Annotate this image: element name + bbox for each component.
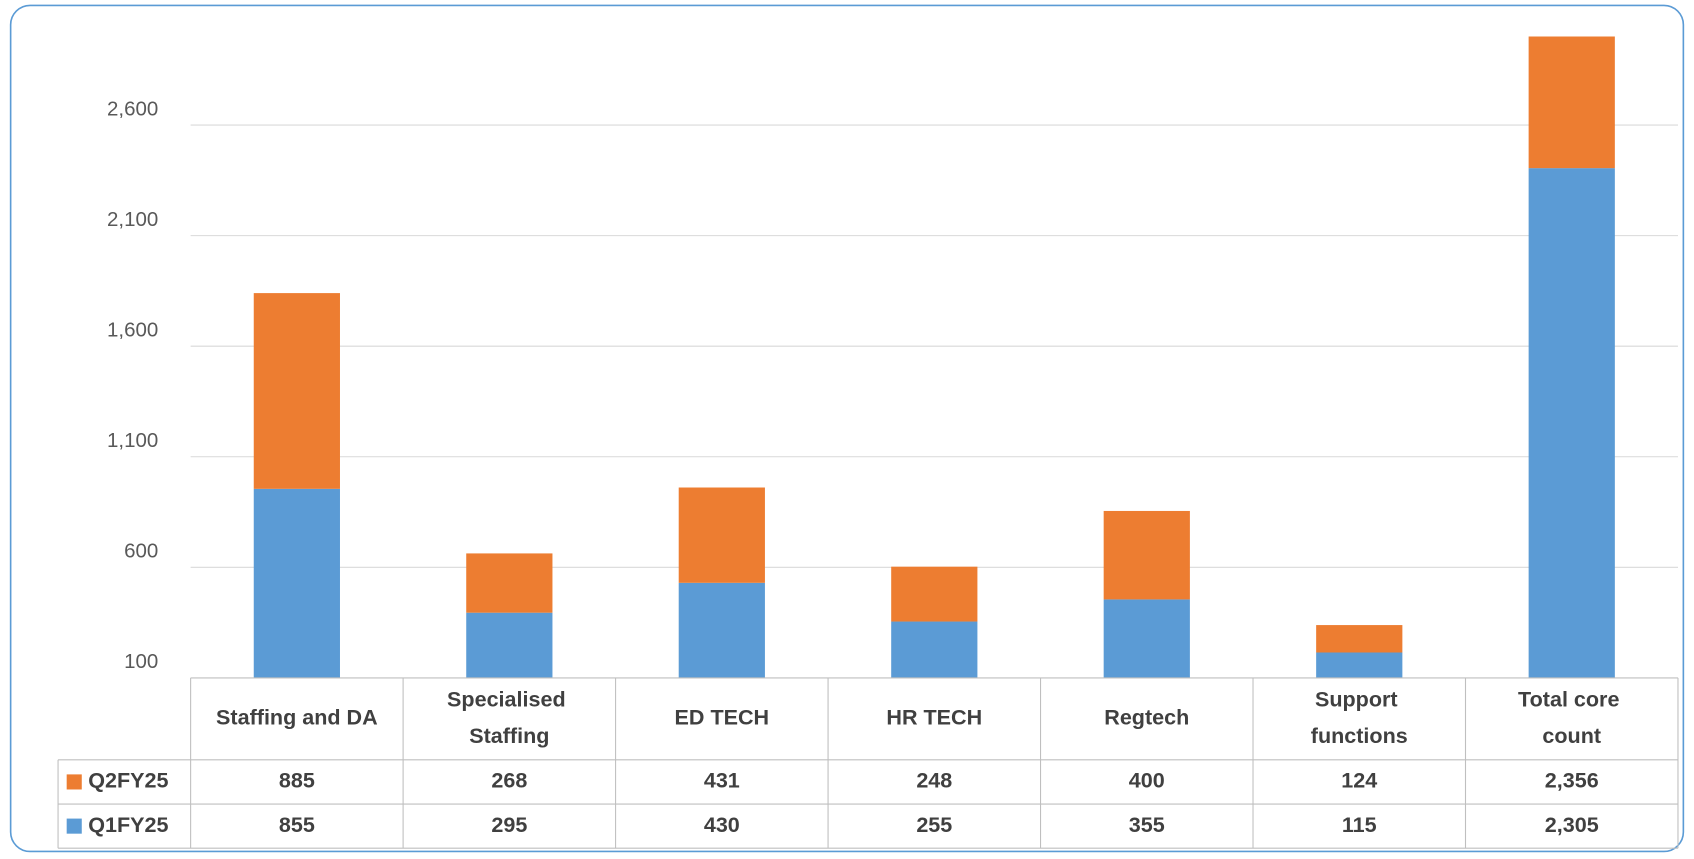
bar-segment xyxy=(678,487,765,583)
legend-label: Q2FY25 xyxy=(88,768,168,793)
bar-segment xyxy=(678,582,765,678)
table-value: 255 xyxy=(916,812,952,837)
category-label: Specialised Staffing xyxy=(447,686,572,748)
table-value: 355 xyxy=(1129,812,1165,837)
bars xyxy=(253,36,1615,678)
table-value: 2,305 xyxy=(1545,812,1599,837)
table-value: 885 xyxy=(279,768,315,793)
table-value: 855 xyxy=(279,812,315,837)
category-label: Staffing and DA xyxy=(216,705,378,730)
bar-segment xyxy=(891,566,978,622)
bar-segment xyxy=(1103,599,1190,678)
bar-segment xyxy=(1103,510,1190,600)
bar-segment xyxy=(1316,625,1403,653)
table-value: 295 xyxy=(491,812,527,837)
table-value: 248 xyxy=(916,768,952,793)
bar-segment xyxy=(1528,36,1615,169)
bar-segment xyxy=(466,612,553,678)
bar-segment xyxy=(253,293,340,489)
table-value: 430 xyxy=(704,812,740,837)
category-label: Regtech xyxy=(1104,705,1189,730)
table-value: 268 xyxy=(491,768,527,793)
bar-segment xyxy=(1528,168,1615,678)
y-tick-label: 1,100 xyxy=(107,429,158,452)
bar-segment xyxy=(466,553,553,613)
bar-segment xyxy=(891,621,978,678)
y-tick-label: 1,600 xyxy=(107,319,158,342)
category-label: Total core count xyxy=(1518,686,1625,748)
legend-label: Q1FY25 xyxy=(88,812,168,837)
category-label: Support functions xyxy=(1311,686,1408,748)
legend-swatch xyxy=(66,774,82,790)
legend-swatch xyxy=(66,818,82,834)
y-tick-label: 600 xyxy=(124,540,158,563)
table-value: 124 xyxy=(1341,768,1377,793)
table-value: 2,356 xyxy=(1545,768,1599,793)
y-tick-label: 100 xyxy=(124,650,158,673)
category-label: HR TECH xyxy=(886,705,982,730)
bar-segment xyxy=(253,488,340,678)
y-tick-label: 2,600 xyxy=(107,97,158,120)
y-tick-label: 2,100 xyxy=(107,208,158,231)
category-label: ED TECH xyxy=(675,705,770,730)
table-value: 431 xyxy=(704,768,740,793)
table-value: 400 xyxy=(1129,768,1165,793)
bar-segment xyxy=(1316,652,1403,678)
table-value: 115 xyxy=(1342,812,1377,837)
chart-border xyxy=(9,4,1685,853)
